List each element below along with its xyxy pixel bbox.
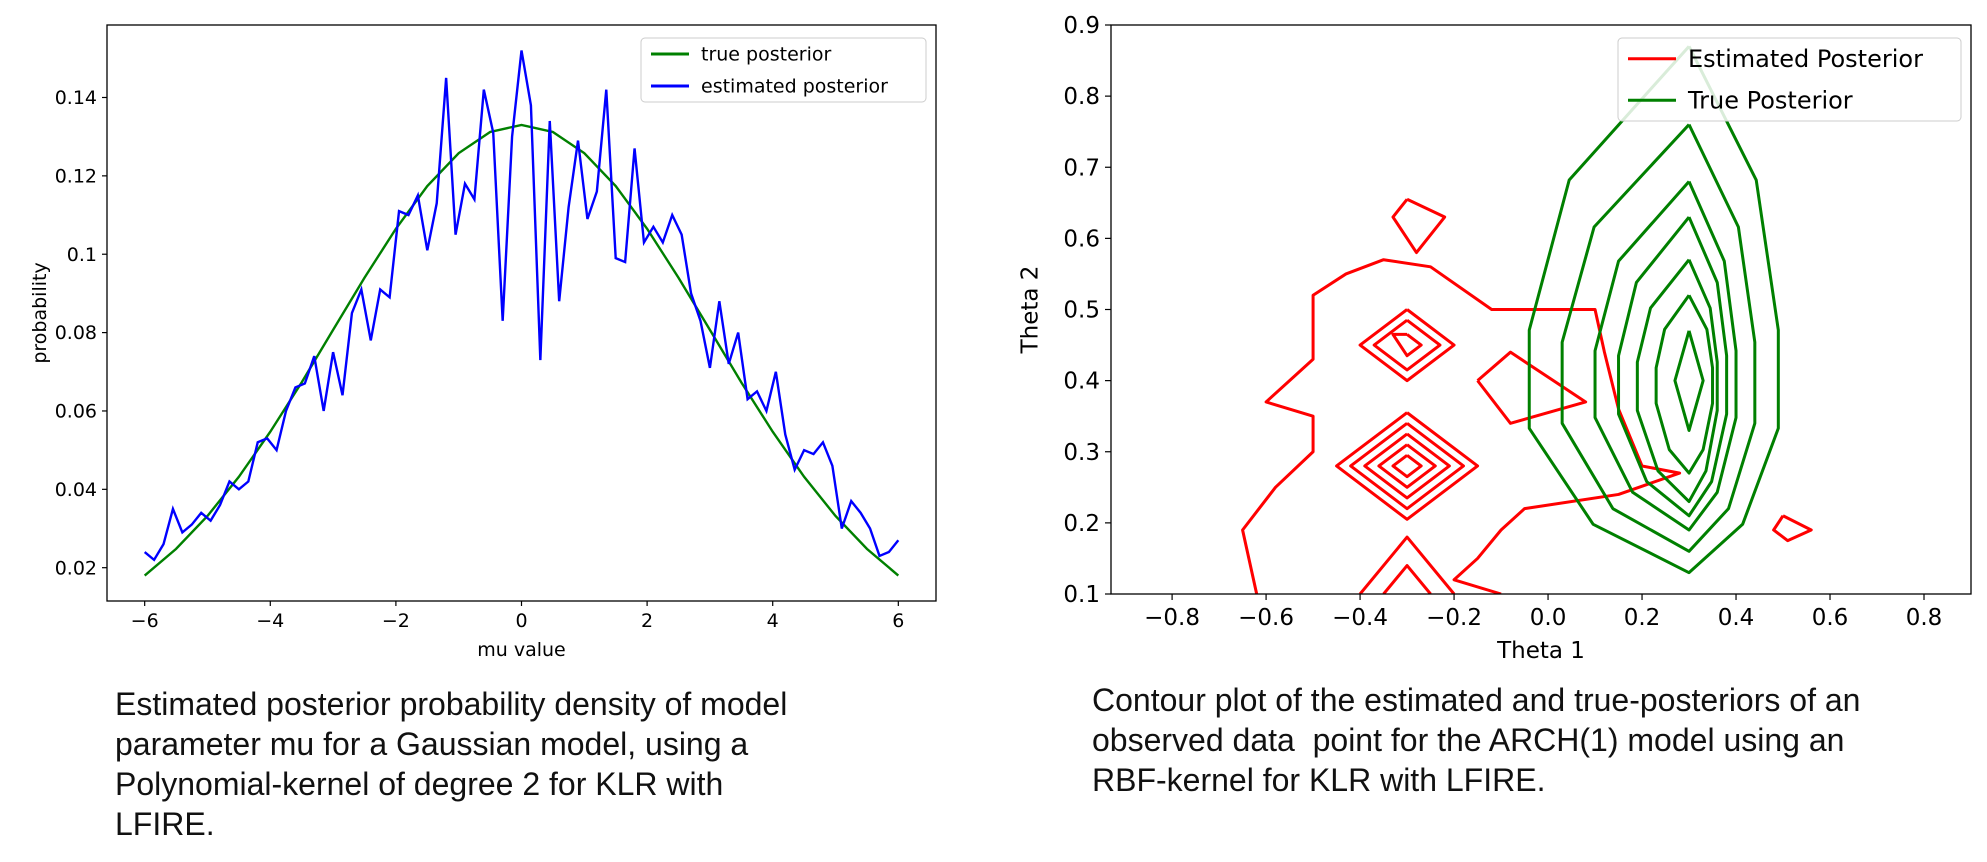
- contour-line: [1241, 258, 1682, 594]
- plot-area: [1241, 45, 1813, 594]
- contour-line: [1772, 514, 1813, 543]
- x-tick-label: 0.6: [1812, 605, 1849, 631]
- caption-line: observed data point for the ARCH(1) mode…: [1092, 722, 1845, 758]
- contour-line: [1358, 308, 1456, 383]
- contour-line: [1377, 443, 1437, 489]
- caption-line: Polynomial-kernel of degree 2 for KLR wi…: [115, 766, 724, 802]
- caption: Estimated posterior probability density …: [115, 684, 787, 844]
- x-tick-label: 0: [515, 610, 527, 632]
- x-tick-label: 0.0: [1530, 605, 1567, 631]
- x-axis-label: mu value: [477, 639, 566, 661]
- y-tick-label: 0.02: [55, 557, 97, 579]
- y-tick-label: 0.06: [55, 401, 97, 423]
- caption: Contour plot of the estimated and true-p…: [1092, 680, 1860, 800]
- y-tick-label: 0.7: [1063, 155, 1100, 181]
- contour-line: [1372, 318, 1442, 372]
- x-axis-label: Theta 1: [1496, 638, 1585, 664]
- caption-line: parameter mu for a Gaussian model, using…: [115, 726, 749, 762]
- x-tick-label: 4: [767, 610, 779, 632]
- x-tick-label: −4: [256, 610, 284, 632]
- x-tick-label: −0.4: [1332, 605, 1388, 631]
- x-tick-label: −0.6: [1238, 605, 1294, 631]
- y-tick-label: 0.5: [1063, 298, 1100, 324]
- x-tick-label: −6: [131, 610, 159, 632]
- x-tick-label: −2: [382, 610, 410, 632]
- y-tick-label: 0.2: [1063, 511, 1100, 537]
- y-tick-label: 0.8: [1063, 84, 1100, 110]
- legend-box: [1617, 37, 1962, 122]
- y-tick-label: 0.04: [55, 479, 97, 501]
- plot-frame: [106, 24, 937, 602]
- x-tick-label: 2: [641, 610, 653, 632]
- contour-line: [1391, 332, 1423, 358]
- y-tick-label: 0.3: [1063, 440, 1100, 466]
- contour-line: [1391, 197, 1447, 255]
- legend-label: Estimated Posterior: [1688, 45, 1923, 73]
- x-tick-label: −0.8: [1144, 605, 1200, 631]
- legend-label: true posterior: [701, 44, 831, 66]
- contour-line: [1635, 258, 1719, 504]
- x-tick-label: 0.4: [1718, 605, 1755, 631]
- y-axis-label: probability: [29, 262, 51, 363]
- y-tick-label: 0.9: [1063, 13, 1100, 39]
- y-tick-label: 0.08: [55, 322, 97, 344]
- y-tick-label: 0.14: [55, 87, 97, 109]
- contour-line: [1358, 535, 1456, 594]
- caption-line: RBF-kernel for KLR with LFIRE.: [1092, 762, 1546, 798]
- legend-label: True Posterior: [1687, 87, 1853, 115]
- y-tick-label: 0.1: [67, 244, 97, 266]
- x-tick-label: 6: [892, 610, 904, 632]
- contour-line: [1335, 411, 1480, 521]
- contour-line: [1654, 294, 1715, 475]
- contour-line: [1391, 454, 1423, 479]
- contour-line: [1363, 432, 1451, 500]
- contour-line: [1527, 45, 1780, 575]
- caption-line: LFIRE.: [115, 806, 215, 842]
- y-axis-label: Theta 2: [1017, 266, 1043, 355]
- y-tick-label: 0.1: [1063, 582, 1100, 608]
- x-tick-label: 0.8: [1906, 605, 1943, 631]
- contour-line: [1382, 564, 1432, 594]
- contour-line: [1617, 216, 1729, 518]
- y-tick-label: 0.4: [1063, 369, 1100, 395]
- caption-line: Estimated posterior probability density …: [115, 686, 788, 722]
- legend-box: [640, 37, 927, 103]
- legend-label: estimated posterior: [701, 76, 888, 98]
- contour-line: [1593, 180, 1738, 532]
- contour-line: [1673, 330, 1705, 432]
- chart: −6 −4 −2 0 2 4 6 0.02 0.04 0.06 0.08 0.1 0.12 0.14 mu …: [29, 24, 937, 661]
- contour-line: [1349, 422, 1465, 511]
- contour-line: [1476, 350, 1588, 425]
- y-tick-label: 0.6: [1063, 226, 1100, 252]
- caption-line: Contour plot of the estimated and true-p…: [1092, 682, 1861, 718]
- plot-area: [143, 50, 900, 577]
- line: [143, 123, 900, 577]
- y-tick-label: 0.12: [55, 166, 97, 188]
- line: [143, 50, 900, 562]
- contour-line: [1560, 123, 1757, 553]
- plot-frame: [1110, 24, 1972, 595]
- chart: −0.8 −0.6 −0.4 −0.2 0.0 0.2 0.4 0.6 0.8 0.1 0.2 0.3…: [1017, 13, 1972, 664]
- x-tick-label: −0.2: [1426, 605, 1482, 631]
- x-tick-label: 0.2: [1624, 605, 1661, 631]
